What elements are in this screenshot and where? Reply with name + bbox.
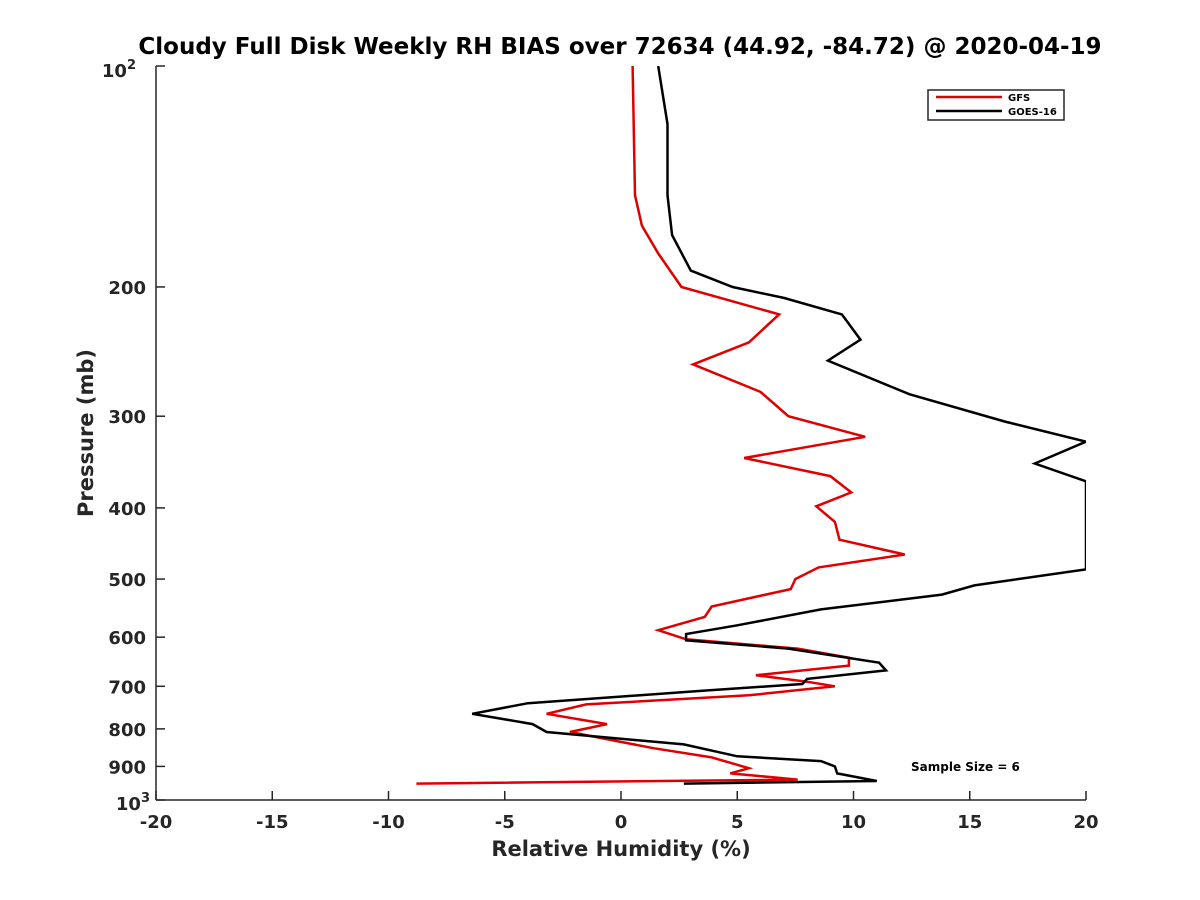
y-top-tick-exp: 2 <box>127 58 136 73</box>
y-tick-label: 500 <box>108 570 146 591</box>
y-top-tick-label: 102 <box>102 58 136 82</box>
y-bottom-tick-base: 10 <box>116 794 141 815</box>
legend-box <box>927 89 1065 121</box>
y-tick-label: 900 <box>108 757 146 778</box>
series-line-goes16 <box>471 66 1086 785</box>
x-axis-label: Relative Humidity (%) <box>491 837 750 861</box>
y-tick-label: 200 <box>108 278 146 299</box>
x-tick-label: 0 <box>615 812 628 833</box>
x-tick-label: -10 <box>372 812 405 833</box>
legend-label-gfs: GFS <box>1008 93 1030 104</box>
y-tick-label: 700 <box>108 677 146 698</box>
y-bottom-tick-exp: 3 <box>141 791 150 806</box>
y-axis-label: Pressure (mb) <box>74 349 98 517</box>
y-tick-label: 300 <box>108 407 146 428</box>
x-tick-label: -15 <box>256 812 289 833</box>
legend-label-goes16: GOES-16 <box>1008 107 1057 118</box>
x-ticks: -20 -15 -10 -5 0 5 10 15 20 <box>140 791 1099 833</box>
x-tick-label: 15 <box>957 812 982 833</box>
y-tick-label: 800 <box>108 720 146 741</box>
x-tick-label: -5 <box>495 812 515 833</box>
x-tick-label: 10 <box>841 812 866 833</box>
chart-title: Cloudy Full Disk Weekly RH BIAS over 726… <box>138 34 1101 60</box>
legend: GFS GOES-16 <box>927 89 1065 121</box>
x-tick-label: 5 <box>731 812 744 833</box>
series-line-gfs <box>416 66 905 785</box>
y-tick-label: 600 <box>108 628 146 649</box>
axes <box>155 66 1086 801</box>
x-tick-label: 20 <box>1073 812 1098 833</box>
y-tick-label: 400 <box>108 499 146 520</box>
y-bottom-tick-label: 103 <box>116 791 150 815</box>
sample-size-annotation: Sample Size = 6 <box>911 760 1020 774</box>
y-ticks: 200 300 400 500 600 700 800 900 <box>108 65 165 801</box>
plot-lines <box>416 66 1086 785</box>
y-top-tick-base: 10 <box>102 61 127 82</box>
x-tick-label: -20 <box>140 812 173 833</box>
